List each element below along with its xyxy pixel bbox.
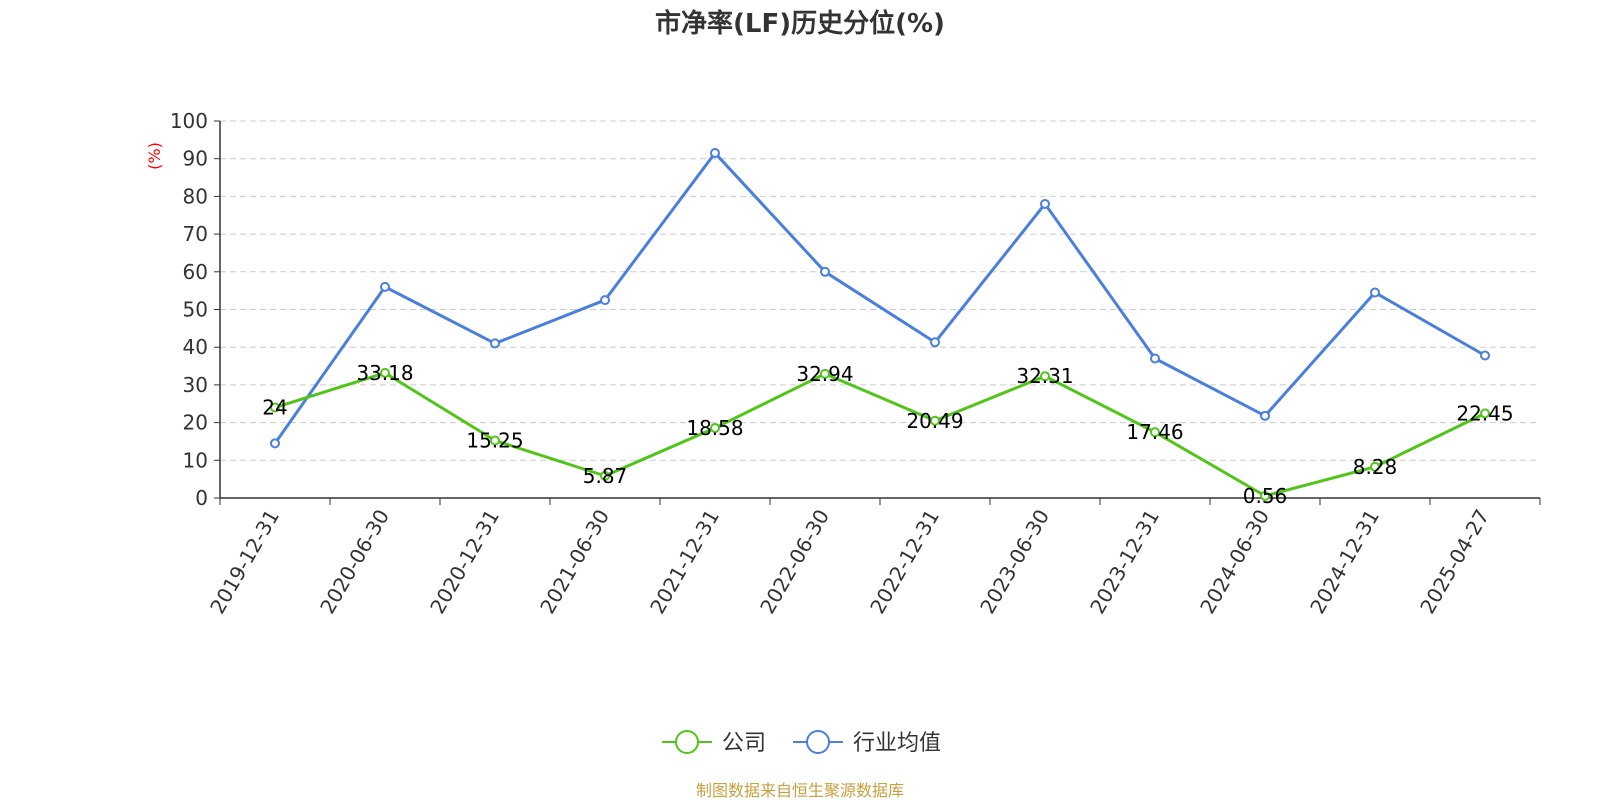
y-tick-label: 10 — [183, 448, 208, 472]
data-point — [1260, 490, 1270, 501]
y-axis-label: (%) — [145, 142, 164, 170]
data-labels: 24 33.18 15.25 5.87 18.58 32.94 20.49 32.31 17.4… — [262, 361, 1513, 508]
data-point — [270, 402, 280, 413]
legend-swatch-marker — [675, 730, 699, 754]
data-label: 33.18 — [356, 361, 413, 385]
x-tick-label: 2019-12-31 — [205, 505, 284, 618]
x-tick-label: 2021-06-30 — [535, 505, 614, 618]
y-tick-label: 50 — [183, 298, 208, 322]
data-label: 0.56 — [1243, 484, 1288, 508]
data-label: 24 — [262, 396, 287, 420]
data-label: 5.87 — [583, 464, 628, 488]
data-point — [1370, 287, 1380, 298]
data-point — [380, 367, 390, 378]
data-point — [1040, 198, 1050, 209]
legend-label: 公司 — [722, 731, 766, 756]
y-tick-label: 40 — [183, 335, 208, 359]
y-tick-label: 100 — [170, 109, 208, 133]
data-point — [930, 337, 940, 348]
legend-label: 行业均值 — [853, 731, 941, 756]
series-line — [274, 371, 1486, 498]
data-point — [1040, 371, 1050, 382]
data-label: 20.49 — [906, 409, 963, 433]
y-tick-label: 20 — [183, 411, 208, 435]
data-point — [710, 422, 720, 433]
y-tick-label: 90 — [183, 147, 208, 171]
data-point — [820, 266, 830, 277]
y-axis-ticks: 0 10 20 30 40 50 60 70 80 90 100 — [170, 109, 220, 510]
data-point — [270, 438, 280, 449]
data-point — [820, 368, 830, 379]
data-point — [1150, 353, 1160, 364]
series-line — [273, 151, 1486, 445]
y-tick-label: 80 — [183, 184, 208, 208]
series-group — [270, 148, 1490, 501]
data-label: 22.45 — [1456, 401, 1513, 425]
x-tick-label: 2021-12-31 — [645, 505, 724, 618]
data-label: 32.94 — [796, 362, 853, 386]
data-point — [490, 435, 500, 446]
y-tick-label: 0 — [195, 486, 208, 510]
legend: 公司 行业均值 — [662, 730, 941, 756]
x-tick-label: 2022-12-31 — [865, 505, 944, 618]
x-tick-label: 2025-04-27 — [1415, 505, 1494, 618]
data-point — [710, 148, 720, 159]
x-tick-label: 2023-12-31 — [1085, 505, 1164, 618]
data-label: 15.25 — [466, 429, 523, 453]
x-tick-label: 2024-12-31 — [1305, 505, 1384, 618]
data-point — [380, 281, 390, 292]
x-tick-label: 2020-12-31 — [425, 505, 504, 618]
data-label: 18.58 — [686, 416, 743, 440]
x-tick-label: 2024-06-30 — [1195, 505, 1274, 618]
data-point — [1480, 350, 1490, 361]
source-note: 制图数据来自恒生聚源数据库 — [696, 781, 904, 800]
y-tick-label: 60 — [183, 260, 208, 284]
x-tick-label: 2023-06-30 — [975, 505, 1054, 618]
data-point — [1260, 410, 1270, 421]
data-point — [1150, 427, 1160, 438]
data-point — [600, 470, 610, 481]
y-tick-label: 30 — [183, 373, 208, 397]
data-point — [600, 295, 610, 306]
data-label: 8.28 — [1353, 455, 1398, 479]
data-label: 32.31 — [1016, 364, 1073, 388]
chart-title: 市净率(LF)历史分位(%) — [655, 8, 945, 39]
grid-lines — [220, 120, 1540, 461]
data-point — [490, 338, 500, 349]
data-point — [930, 415, 940, 426]
data-label: 17.46 — [1126, 420, 1183, 444]
legend-swatch-marker — [806, 730, 830, 754]
x-tick-label: 2022-06-30 — [755, 505, 834, 618]
x-axis-ticks: 2019-12-31 2020-06-30 2020-12-31 2021-06-30… — [205, 498, 1541, 618]
data-point — [1370, 461, 1380, 472]
data-point — [1480, 408, 1490, 419]
y-tick-label: 70 — [183, 222, 208, 246]
x-tick-label: 2020-06-30 — [315, 505, 394, 618]
